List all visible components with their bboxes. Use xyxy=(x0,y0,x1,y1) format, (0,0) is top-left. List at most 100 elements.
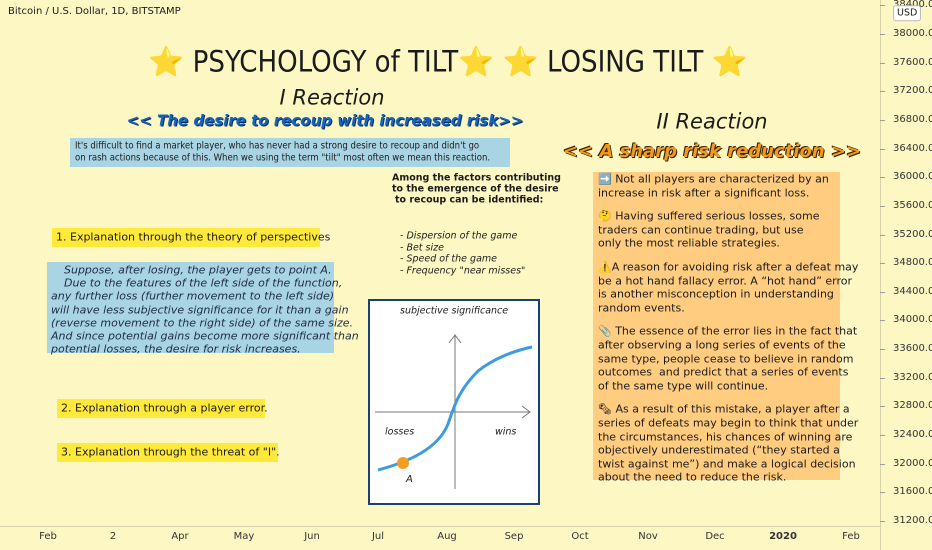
time-label: Jun xyxy=(304,531,320,542)
tick xyxy=(880,34,885,36)
paragraph-line: of the same type will continue. xyxy=(598,379,769,393)
price-label: 32000.00 xyxy=(893,457,932,469)
paragraph-line: series of defeats may begin to think tha… xyxy=(598,416,859,430)
price-label: 32800.00 xyxy=(893,400,932,412)
tick xyxy=(880,349,885,351)
tick xyxy=(880,234,885,236)
point-a xyxy=(397,457,409,469)
intro-line: It's difficult to find a market player, … xyxy=(75,140,480,152)
time-label: Feb xyxy=(39,531,57,542)
instrument: Bitcoin / U.S. Dollar, 1D, BITSTAMP xyxy=(8,6,181,17)
tick xyxy=(880,521,885,522)
price-label: 36800.00 xyxy=(893,113,932,125)
currency-button[interactable]: USD xyxy=(893,5,922,21)
explanation-box xyxy=(57,443,278,462)
paragraph-line: random events. xyxy=(598,301,685,315)
price-label: 36000.00 xyxy=(893,171,932,183)
paragraph-line: ⚠️A reason for avoiding risk after a def… xyxy=(598,260,859,274)
time-label: Nov xyxy=(638,531,658,542)
diagram-losses: losses xyxy=(385,426,415,438)
paragraph-line: twist against me”) and make a logical de… xyxy=(598,457,856,471)
price-label: 34400.00 xyxy=(893,285,932,297)
arrow xyxy=(448,334,462,344)
tick xyxy=(880,119,885,121)
paragraph-line: the circumstances, his chances of winnin… xyxy=(598,430,853,444)
diagram-label: subjective significance xyxy=(400,305,509,317)
price-label: 36400.00 xyxy=(893,142,932,154)
value-curve xyxy=(377,345,533,472)
time-label: 2 xyxy=(109,531,117,542)
paragraph-line: 🤔 Having suffered serious losses, some xyxy=(598,209,820,223)
explanation-line: any further loss (further movement to th… xyxy=(51,289,335,303)
price-label: 35200.00 xyxy=(893,228,932,240)
factors-heading: to the emergence of the desire xyxy=(392,183,559,195)
paragraph-line: objectively underestimated (“they starte… xyxy=(598,443,840,457)
diagram-frame xyxy=(368,299,540,505)
heading: II Reaction xyxy=(656,109,768,134)
subheading: << The desire to recoup with increased r… xyxy=(126,111,524,130)
time-label: Jul xyxy=(371,531,385,542)
time-axis xyxy=(0,526,880,527)
tick xyxy=(880,320,885,322)
time-label: May xyxy=(233,531,255,542)
price-label: 32400.00 xyxy=(893,429,932,441)
explanation: 3. Explanation through the threat of "I"… xyxy=(61,445,280,459)
intro-box xyxy=(70,138,510,167)
intro-line: on rash actions because of this. When we… xyxy=(75,152,491,164)
time-label: Sep xyxy=(504,531,524,542)
tick xyxy=(880,177,885,179)
explanation-text-box xyxy=(47,262,334,353)
explanation-line: potential losses, the desire for risk in… xyxy=(51,342,301,356)
time-label: Feb xyxy=(842,531,860,542)
tick xyxy=(880,377,885,379)
price-label: 34000.00 xyxy=(893,314,932,326)
explanation: 2. Explanation through a player error. xyxy=(61,401,268,415)
price-label: 34800.00 xyxy=(893,257,932,269)
explanation-line: And since potential gains become more si… xyxy=(51,329,359,343)
tick xyxy=(880,62,885,64)
explanation-line: Due to the features of the left side of … xyxy=(64,276,343,290)
price-label: 35600.00 xyxy=(893,199,932,211)
heading: I Reaction xyxy=(279,85,385,110)
price-label: 33200.00 xyxy=(893,371,932,383)
explanation-box xyxy=(57,399,265,418)
price-label: 37600.00 xyxy=(893,56,932,68)
paragraph-line: increase in risk after a significant los… xyxy=(598,186,810,200)
arrow xyxy=(521,405,531,419)
tick xyxy=(880,291,885,293)
explanation-line: (reverse movement to the right side) of … xyxy=(51,316,354,330)
factors-heading: Among the factors contributing xyxy=(392,172,561,184)
price-label: 38400.00 xyxy=(893,0,932,10)
tick xyxy=(880,91,885,93)
diagram xyxy=(368,299,540,505)
diagram-wins: wins xyxy=(495,426,517,438)
time-label: 2020 xyxy=(769,531,797,542)
paragraph-line: be a hot hand fallacy error. A “hot hand… xyxy=(598,274,853,288)
subheading: << A sharp risk reduction >> xyxy=(562,141,862,162)
price-label: 31200.00 xyxy=(893,515,932,526)
factor: - Dispersion of the game xyxy=(400,230,518,242)
paragraph-line: traders can continue trading, but use xyxy=(598,223,804,237)
price-label: 31600.00 xyxy=(893,486,932,498)
explanation-box xyxy=(52,228,320,247)
paragraph-line: 📎 The essence of the error lies in the f… xyxy=(598,324,858,338)
factor: - Bet size xyxy=(400,241,444,253)
tick xyxy=(880,435,885,437)
tick xyxy=(880,263,885,265)
diagram-point: A xyxy=(406,474,413,485)
factors-heading: to recoup can be identified: xyxy=(395,194,544,206)
explanation-line: will have less subjective significance f… xyxy=(51,303,349,317)
time-label: Apr xyxy=(171,531,189,542)
paragraph-line: 🗞 As a result of this mistake, a player … xyxy=(598,402,850,416)
paragraph-line: about the need to reduce the risk. xyxy=(598,470,787,484)
paragraph-line: is another misconception in understandin… xyxy=(598,287,834,301)
title: ⭐ PSYCHOLOGY of TILT⭐ ⭐ LOSING TILT ⭐ xyxy=(148,44,748,79)
tick xyxy=(880,492,885,494)
tick xyxy=(880,463,885,465)
tick xyxy=(880,205,885,207)
time-label: Aug xyxy=(437,531,457,542)
price-label: 38000.00 xyxy=(893,28,932,40)
paragraph-line: same type, people cease to believe in ra… xyxy=(598,352,854,366)
factor: - Speed of the game xyxy=(400,253,497,265)
